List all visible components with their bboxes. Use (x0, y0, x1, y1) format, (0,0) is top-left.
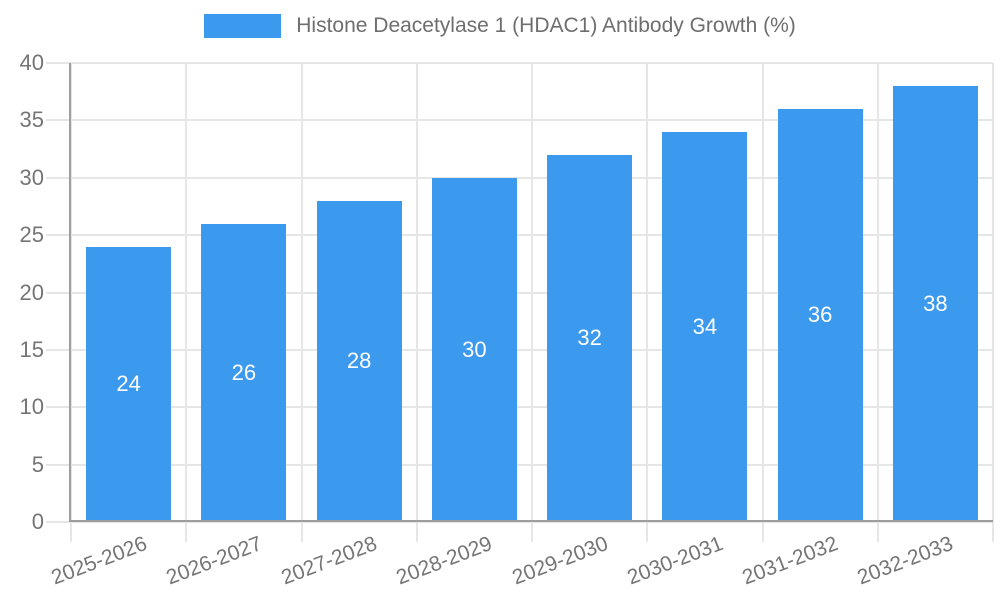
gridline-x-4 (531, 63, 533, 542)
bar-2025-2026[interactable]: 24 (86, 246, 172, 522)
bar-value-label: 28 (346, 348, 372, 374)
bar-value-label: 32 (577, 325, 602, 351)
bar-value-label: 36 (807, 302, 833, 328)
bar-value-label: 26 (231, 359, 257, 385)
gridline-x-8 (992, 63, 994, 542)
bar-value-label: 38 (923, 290, 948, 316)
x-tick-label: 2032-2033 (854, 532, 957, 590)
bar-value-label: 24 (116, 371, 141, 397)
gridline-y-35 (46, 119, 993, 122)
gridline-y-15 (46, 348, 993, 351)
bar-value-label: 34 (692, 313, 718, 339)
bar-2032-2033[interactable]: 38 (892, 85, 978, 522)
y-tick-label: 0 (31, 509, 44, 534)
gridline-x-1 (185, 63, 188, 542)
x-tick-label: 2031-2032 (739, 532, 842, 590)
gridline-y-40 (46, 62, 993, 64)
y-axis-line (69, 63, 71, 522)
gridline-x-6 (761, 63, 764, 542)
x-tick-label: 2030-2031 (624, 532, 727, 590)
legend-swatch (204, 14, 282, 38)
bar-2027-2028[interactable]: 28 (316, 200, 402, 522)
y-tick-label: 20 (19, 279, 44, 305)
gridline-x-5 (646, 63, 649, 542)
y-tick-label: 15 (19, 336, 44, 362)
y-tick-label: 35 (19, 107, 44, 133)
gridline-x-2 (300, 63, 303, 542)
y-tick-label: 30 (19, 164, 44, 190)
x-tick-label: 2027-2028 (278, 532, 381, 590)
chart-legend[interactable]: Histone Deacetylase 1 (HDAC1) Antibody G… (0, 14, 1000, 38)
x-tick-label: 2026-2027 (163, 532, 266, 590)
bar-value-label: 30 (462, 336, 487, 362)
gridline-x-0 (70, 63, 72, 542)
x-tick-label: 2025-2026 (47, 532, 150, 590)
bar-2029-2030[interactable]: 32 (547, 154, 633, 522)
gridline-x-3 (415, 63, 418, 542)
bar-2028-2029[interactable]: 30 (431, 177, 517, 522)
gridline-y-0 (46, 521, 993, 523)
gridline-y-10 (46, 406, 993, 409)
gridline-x-7 (876, 63, 879, 542)
y-tick-label: 5 (31, 451, 44, 477)
bar-2030-2031[interactable]: 34 (662, 131, 748, 522)
gridline-y-5 (46, 463, 993, 466)
bar-2031-2032[interactable]: 36 (777, 108, 863, 522)
y-tick-label: 40 (19, 50, 44, 75)
x-tick-label: 2028-2029 (393, 532, 496, 590)
x-axis-line (69, 520, 993, 522)
x-tick-label: 2029-2030 (508, 532, 611, 590)
bar-2026-2027[interactable]: 26 (201, 223, 287, 522)
gridline-y-20 (46, 291, 993, 294)
y-tick-label: 25 (19, 222, 44, 248)
gridline-y-30 (46, 176, 993, 179)
gridline-y-25 (46, 234, 993, 237)
y-tick-label: 10 (19, 394, 44, 420)
legend-label: Histone Deacetylase 1 (HDAC1) Antibody G… (296, 14, 796, 37)
